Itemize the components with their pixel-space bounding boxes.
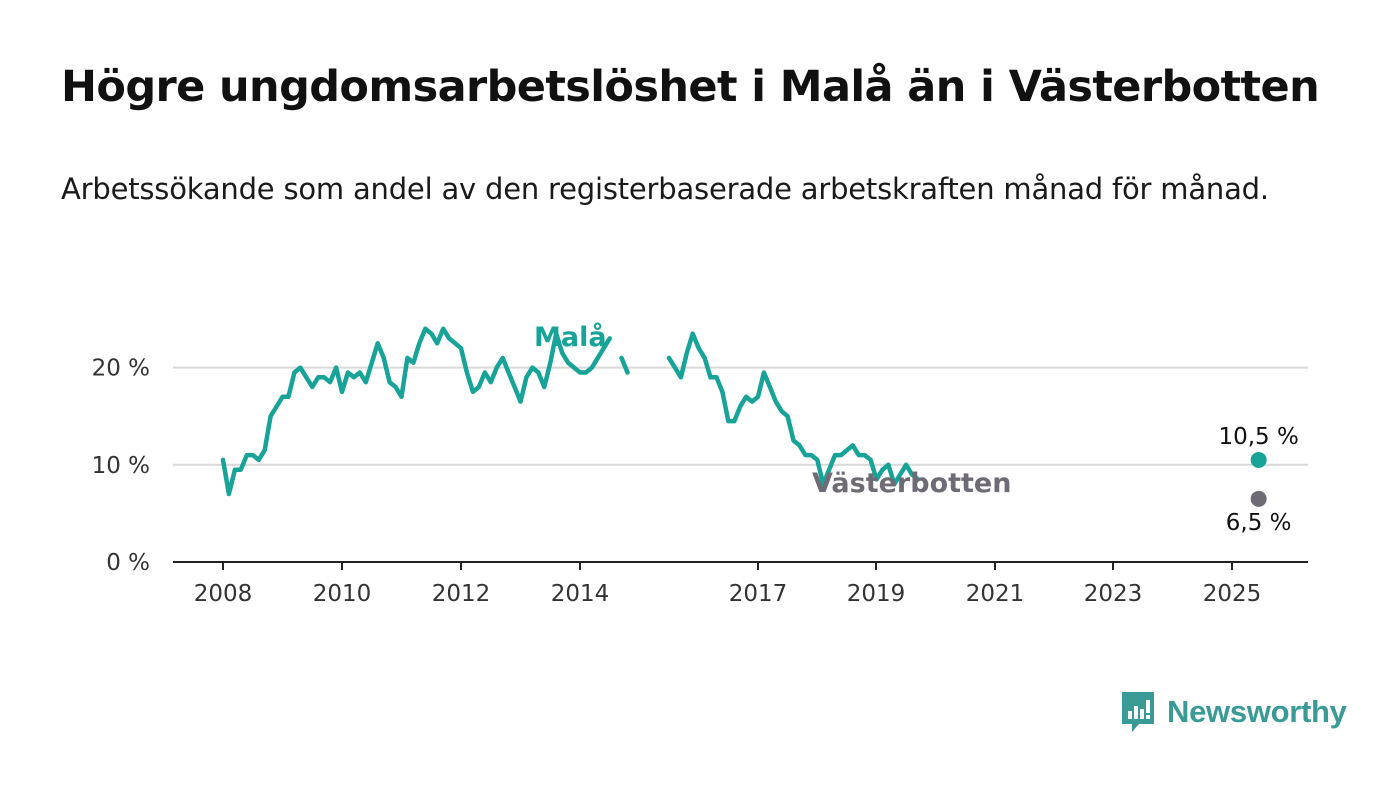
x-tick-label: 2025 <box>1203 581 1262 607</box>
newsworthy-logo-icon <box>1122 692 1154 732</box>
x-tick-label: 2010 <box>313 581 372 607</box>
series-line-0 <box>220 326 921 497</box>
chart-subtitle: Arbetssökande som andel av den registerb… <box>61 172 1269 206</box>
y-tick-label: 10 % <box>92 453 150 479</box>
series-end-marker-1 <box>1250 490 1267 507</box>
x-tick-label: 2014 <box>551 581 610 607</box>
series-layer <box>220 326 921 497</box>
x-tick-label: 2008 <box>194 581 253 607</box>
brand-logo: Newsworthy <box>1119 690 1347 734</box>
chart-title: Högre ungdomsarbetslöshet i Malå än i Vä… <box>61 62 1320 112</box>
label-layer: Malå 10,5 % Västerbotten 6,5 % <box>534 321 1299 536</box>
series-end-marker-0 <box>1250 451 1267 468</box>
brand-name: Newsworthy <box>1167 694 1347 729</box>
x-tick-label: 2017 <box>729 581 788 607</box>
x-tick-label: 2019 <box>847 581 906 607</box>
x-tick-label: 2023 <box>1084 581 1143 607</box>
y-tick-label: 0 % <box>106 550 150 576</box>
series-label-1: Västerbotten <box>812 468 1011 499</box>
series-end-label-0: 10,5 % <box>1218 424 1298 450</box>
series-label-0: Malå <box>534 321 607 353</box>
y-tick-label: 20 % <box>92 356 150 382</box>
x-tick-label: 2021 <box>966 581 1025 607</box>
x-tick-label: 2012 <box>432 581 491 607</box>
series-end-label-1: 6,5 % <box>1226 510 1292 536</box>
grid-layer: 0 % 10 % 20 % 2008 2010 2012 2014 2017 2019 2021 2… <box>92 356 1308 607</box>
